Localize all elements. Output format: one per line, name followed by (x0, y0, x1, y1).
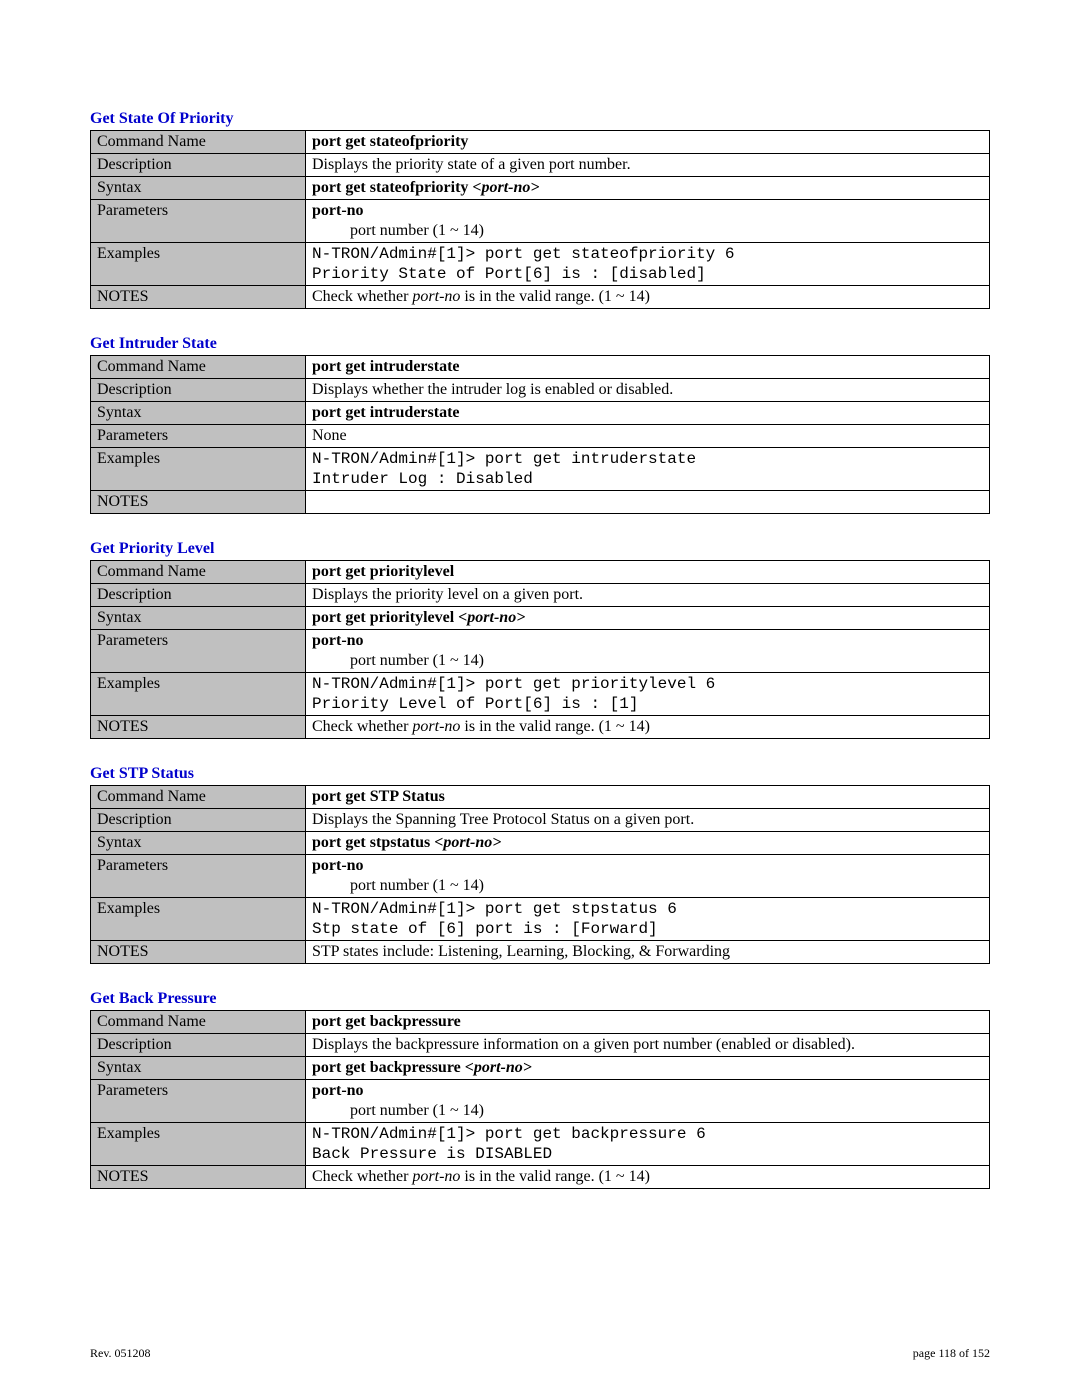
table-intruderstate: Command Name port get intruderstate Desc… (90, 355, 990, 514)
label-description: Description (91, 809, 306, 832)
label-syntax: Syntax (91, 832, 306, 855)
section-title-backpressure: Get Back Pressure (90, 990, 990, 1008)
value-parameters: port-no port number (1 ~ 14) (306, 200, 990, 243)
label-command-name: Command Name (91, 131, 306, 154)
label-syntax: Syntax (91, 177, 306, 200)
label-description: Description (91, 379, 306, 402)
label-description: Description (91, 1034, 306, 1057)
section-title-intruderstate: Get Intruder State (90, 335, 990, 353)
label-syntax: Syntax (91, 402, 306, 425)
value-examples: N-TRON/Admin#[1]> port get prioritylevel… (306, 673, 990, 716)
label-examples: Examples (91, 1123, 306, 1166)
table-stateofpriority: Command Name port get stateofpriority De… (90, 130, 990, 309)
table-stpstatus: Command Name port get STP Status Descrip… (90, 785, 990, 964)
value-description: Displays whether the intruder log is ena… (306, 379, 990, 402)
footer-page-number: page 118 of 152 (913, 1346, 990, 1361)
value-examples: N-TRON/Admin#[1]> port get backpressure … (306, 1123, 990, 1166)
value-notes (306, 491, 990, 514)
value-syntax: port get prioritylevel <port-no> (306, 607, 990, 630)
value-parameters: None (306, 425, 990, 448)
value-command-name: port get backpressure (306, 1011, 990, 1034)
label-notes: NOTES (91, 1166, 306, 1189)
label-command-name: Command Name (91, 786, 306, 809)
label-examples: Examples (91, 448, 306, 491)
value-examples: N-TRON/Admin#[1]> port get intruderstate… (306, 448, 990, 491)
label-parameters: Parameters (91, 630, 306, 673)
value-examples: N-TRON/Admin#[1]> port get stpstatus 6 S… (306, 898, 990, 941)
label-notes: NOTES (91, 286, 306, 309)
value-notes: Check whether port-no is in the valid ra… (306, 716, 990, 739)
label-command-name: Command Name (91, 561, 306, 584)
value-description: Displays the priority state of a given p… (306, 154, 990, 177)
label-examples: Examples (91, 243, 306, 286)
value-syntax: port get stateofpriority <port-no> (306, 177, 990, 200)
value-notes: STP states include: Listening, Learning,… (306, 941, 990, 964)
label-parameters: Parameters (91, 425, 306, 448)
section-title-stpstatus: Get STP Status (90, 765, 990, 783)
value-command-name: port get STP Status (306, 786, 990, 809)
label-examples: Examples (91, 673, 306, 716)
label-parameters: Parameters (91, 1080, 306, 1123)
value-syntax: port get intruderstate (306, 402, 990, 425)
value-parameters: port-no port number (1 ~ 14) (306, 1080, 990, 1123)
label-command-name: Command Name (91, 356, 306, 379)
label-description: Description (91, 154, 306, 177)
value-syntax: port get backpressure <port-no> (306, 1057, 990, 1080)
page-footer: Rev. 051208 page 118 of 152 (90, 1346, 990, 1361)
label-notes: NOTES (91, 716, 306, 739)
value-examples: N-TRON/Admin#[1]> port get stateofpriori… (306, 243, 990, 286)
value-description: Displays the priority level on a given p… (306, 584, 990, 607)
label-description: Description (91, 584, 306, 607)
label-notes: NOTES (91, 491, 306, 514)
label-parameters: Parameters (91, 200, 306, 243)
label-parameters: Parameters (91, 855, 306, 898)
footer-revision: Rev. 051208 (90, 1346, 151, 1360)
value-description: Displays the Spanning Tree Protocol Stat… (306, 809, 990, 832)
value-parameters: port-no port number (1 ~ 14) (306, 855, 990, 898)
value-syntax: port get stpstatus <port-no> (306, 832, 990, 855)
label-command-name: Command Name (91, 1011, 306, 1034)
table-prioritylevel: Command Name port get prioritylevel Desc… (90, 560, 990, 739)
value-command-name: port get stateofpriority (306, 131, 990, 154)
value-command-name: port get prioritylevel (306, 561, 990, 584)
label-syntax: Syntax (91, 1057, 306, 1080)
value-description: Displays the backpressure information on… (306, 1034, 990, 1057)
value-command-name: port get intruderstate (306, 356, 990, 379)
value-notes: Check whether port-no is in the valid ra… (306, 286, 990, 309)
label-examples: Examples (91, 898, 306, 941)
label-notes: NOTES (91, 941, 306, 964)
label-syntax: Syntax (91, 607, 306, 630)
value-parameters: port-no port number (1 ~ 14) (306, 630, 990, 673)
table-backpressure: Command Name port get backpressure Descr… (90, 1010, 990, 1189)
page: Get State Of Priority Command Name port … (0, 0, 1080, 1397)
section-title-prioritylevel: Get Priority Level (90, 540, 990, 558)
section-title-stateofpriority: Get State Of Priority (90, 110, 990, 128)
value-notes: Check whether port-no is in the valid ra… (306, 1166, 990, 1189)
